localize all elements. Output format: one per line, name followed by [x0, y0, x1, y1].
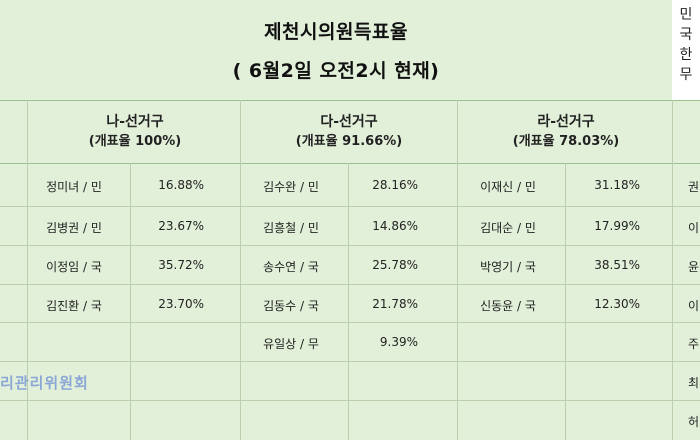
grid-line — [0, 100, 700, 101]
candidate-name: 김수완 / 민 — [263, 180, 319, 194]
candidate-name: 송수연 / 국 — [263, 260, 319, 274]
vote-share: 12.30% — [594, 297, 640, 311]
title-block: 제천시의원득표율 ( 6월2일 오전2시 현재) — [0, 0, 672, 100]
vote-share: 28.16% — [372, 178, 418, 192]
vote-share: 23.67% — [158, 219, 204, 233]
candidate-name: 신동윤 / 국 — [480, 299, 536, 313]
page-title: 제천시의원득표율 — [264, 21, 408, 43]
candidate-name: 유일상 / 무 — [263, 337, 319, 351]
grid-line — [348, 163, 349, 440]
cutoff-candidate: 허 — [688, 415, 700, 429]
cutoff-candidate: 이 — [688, 299, 700, 313]
grid-line — [457, 100, 458, 440]
candidate-name: 김흥철 / 민 — [263, 221, 319, 235]
page-subtitle: ( 6월2일 오전2시 현재) — [232, 60, 440, 82]
grid-line — [240, 100, 241, 440]
grid-line — [672, 100, 673, 440]
candidate-name: 이정임 / 국 — [46, 260, 102, 274]
side-legend-item: 국 — [679, 27, 693, 43]
vote-share: 16.88% — [158, 178, 204, 192]
cutoff-candidate: 최 — [688, 376, 700, 390]
vote-share: 35.72% — [158, 258, 204, 272]
cutoff-candidate: 권 — [688, 180, 700, 194]
candidate-name: 정미녀 / 민 — [46, 180, 102, 194]
side-legend-item: 한 — [679, 47, 693, 63]
district-name: 다-선거구 — [320, 114, 378, 130]
count-rate: (개표율 78.03%) — [512, 134, 620, 149]
district-name: 나-선거구 — [106, 114, 164, 130]
watermark: 리관리위원회 — [0, 374, 89, 392]
cutoff-candidate: 이 — [688, 221, 700, 235]
candidate-name: 김대순 / 민 — [480, 221, 536, 235]
grid-line — [0, 163, 700, 164]
candidate-name: 이재신 / 민 — [480, 180, 536, 194]
grid-line — [0, 322, 700, 323]
grid-line — [0, 284, 700, 285]
grid-line — [0, 400, 700, 401]
grid-line — [0, 206, 700, 207]
cutoff-candidate: 주 — [688, 337, 700, 351]
vote-share: 23.70% — [158, 297, 204, 311]
vote-share: 9.39% — [379, 335, 418, 349]
candidate-name: 김병권 / 민 — [46, 221, 102, 235]
vote-share: 25.78% — [372, 258, 418, 272]
district-header: 다-선거구 (개표율 91.66%) — [244, 112, 454, 152]
grid-line — [0, 361, 700, 362]
district-name: 라-선거구 — [537, 114, 595, 130]
vote-share: 21.78% — [372, 297, 418, 311]
vote-share: 14.86% — [372, 219, 418, 233]
vote-share: 17.99% — [594, 219, 640, 233]
candidate-name: 김동수 / 국 — [263, 299, 319, 313]
cutoff-candidate: 윤 — [688, 260, 700, 274]
district-header: 라-선거구 (개표율 78.03%) — [461, 112, 671, 152]
grid-line — [130, 163, 131, 440]
candidate-name: 김진환 / 국 — [46, 299, 102, 313]
side-legend: 민 국 한 무 — [672, 0, 700, 100]
grid-line — [565, 163, 566, 440]
side-legend-item: 민 — [679, 7, 693, 23]
vote-share: 38.51% — [594, 258, 640, 272]
vote-share: 31.18% — [594, 178, 640, 192]
grid-line — [0, 245, 700, 246]
count-rate: (개표율 91.66%) — [295, 134, 403, 149]
district-header: 나-선거구 (개표율 100%) — [30, 112, 240, 152]
candidate-name: 박영기 / 국 — [480, 260, 536, 274]
count-rate: (개표율 100%) — [88, 134, 182, 149]
grid-line — [27, 100, 28, 440]
side-legend-item: 무 — [679, 67, 693, 83]
